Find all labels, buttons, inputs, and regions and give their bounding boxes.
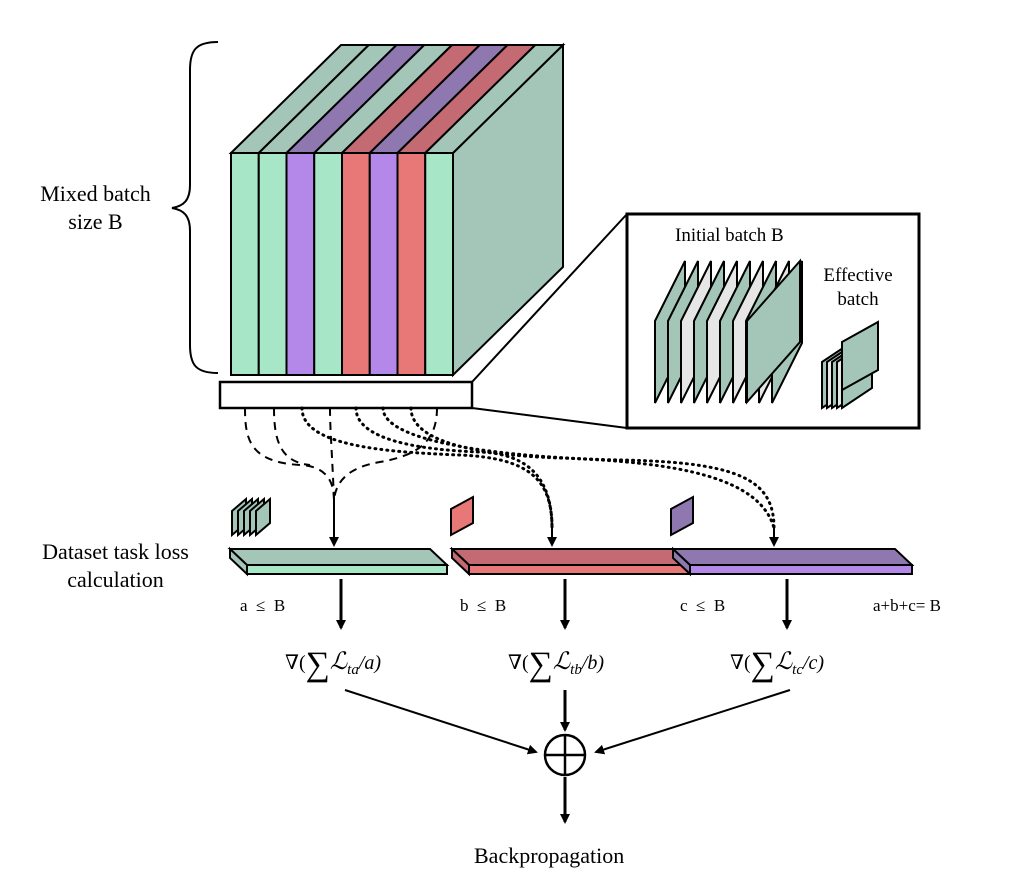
gradient-a: ∇(∑ℒta/a) [285, 644, 381, 687]
block-slice-red [341, 152, 371, 376]
task-bar-c [689, 564, 913, 575]
mini-card-c [670, 495, 694, 537]
constraint-c: c ≤ B [680, 596, 726, 615]
backprop-label: Backpropagation [474, 843, 625, 868]
dataset-loss-line2: calculation [67, 566, 164, 592]
arrow-grad-c-to-sum [594, 689, 791, 755]
task-bar-b-top [449, 548, 696, 566]
effective-batch-front [841, 320, 879, 392]
initial-batch-front [746, 258, 801, 405]
mixed-batch-block [228, 42, 566, 378]
block-slice-purple [285, 152, 316, 376]
loss-symbol-c: ℒ [774, 647, 793, 675]
dataset-loss-label: Dataset task loss calculation [18, 538, 213, 593]
loss-subscript-b: tb [570, 662, 582, 678]
gradient-c: ∇(∑ℒtc/c) [730, 644, 824, 687]
sum-operator [543, 733, 587, 777]
mixed-batch-brace [171, 41, 219, 374]
mixed-batch-line2: size B [68, 208, 123, 234]
dashed-routes [244, 407, 438, 501]
block-slice-green [313, 152, 343, 376]
mini-card-b [450, 495, 474, 537]
block-slice-green [257, 152, 288, 376]
sum-symbol-c: ∑ [750, 646, 775, 683]
batch-selection-bar [218, 380, 474, 410]
constraint-sum: a+b+c= B [873, 596, 941, 615]
nabla-c: ∇( [730, 652, 751, 674]
zoom-line-bottom [471, 407, 628, 429]
effective-batch-line1: Effective [823, 265, 893, 286]
task-a-mini-stack [231, 496, 271, 538]
gradient-b: ∇(∑ℒtb/b) [508, 644, 604, 687]
initial-batch-stack [654, 258, 803, 405]
nabla-b: ∇( [508, 652, 529, 674]
initial-batch-label: Initial batch B [675, 225, 784, 246]
block-slice-green [424, 152, 454, 376]
constraint-b: b ≤ B [460, 596, 507, 615]
gradient-tail-c: /c) [803, 652, 825, 674]
task-b-mini-stack [450, 495, 474, 537]
dotted-routes [300, 406, 776, 530]
loss-symbol-a: ℒ [329, 647, 348, 675]
effective-batch-label: Effective batch [812, 264, 904, 312]
task-bar-c-top [670, 548, 915, 566]
nabla-a: ∇( [285, 652, 306, 674]
block-slice-red [396, 152, 427, 376]
block-slice-green [230, 152, 260, 376]
gradient-tail-a: /a) [358, 652, 382, 674]
task-loss-bars [227, 546, 915, 577]
loss-subscript-c: tc [792, 662, 803, 678]
effective-batch-stack [821, 320, 879, 410]
sum-symbol-a: ∑ [305, 646, 330, 683]
block-slice-purple [368, 152, 399, 376]
task-bar-b [468, 564, 694, 575]
loss-subscript-a: ta [347, 662, 359, 678]
task-bar-a [246, 564, 448, 575]
effective-batch-line2: batch [837, 288, 879, 310]
sum-symbol-b: ∑ [528, 646, 553, 683]
loss-symbol-b: ℒ [552, 647, 571, 675]
mixed-batch-label: Mixed batch size B [18, 180, 173, 235]
mini-card-a [255, 496, 271, 538]
task-c-mini-stack [670, 495, 694, 537]
arrow-grad-a-to-sum [344, 689, 538, 755]
zoom-line-top [471, 213, 628, 383]
gradient-tail-b: /b) [581, 652, 605, 674]
task-bar-a-top [227, 548, 450, 566]
mixed-batch-line1: Mixed batch [40, 181, 151, 206]
dataset-loss-line1: Dataset task loss [42, 539, 189, 564]
constraint-a: a ≤ B [240, 596, 286, 615]
